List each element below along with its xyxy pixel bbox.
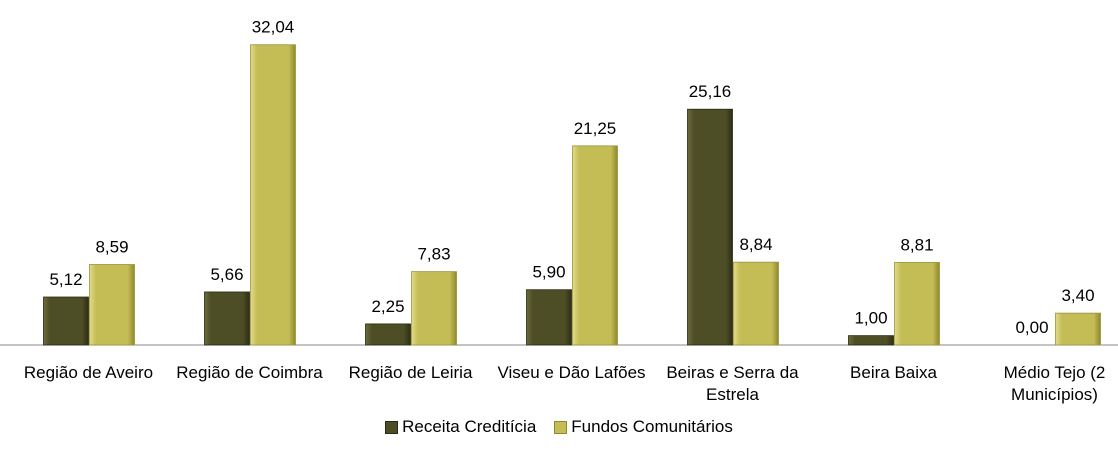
bar xyxy=(411,271,457,346)
bar xyxy=(733,261,779,346)
x-tick-label: Região de Leiria xyxy=(348,363,473,382)
x-tick-label: Região de Coimbra xyxy=(176,363,323,382)
bar xyxy=(572,145,618,346)
data-label: 0,00 xyxy=(1015,318,1048,337)
bar xyxy=(204,291,250,346)
bar xyxy=(365,323,411,346)
bar xyxy=(250,44,296,346)
data-label: 7,83 xyxy=(417,245,450,264)
data-label: 2,25 xyxy=(371,297,404,316)
legend-label: Fundos Comunitários xyxy=(571,417,733,436)
bar xyxy=(526,289,572,346)
data-label: 3,40 xyxy=(1061,286,1094,305)
x-tick-label: Beira Baixa xyxy=(850,363,937,382)
bar xyxy=(687,108,733,346)
legend-swatch xyxy=(554,420,568,434)
bar xyxy=(848,335,894,346)
data-label: 5,66 xyxy=(210,265,243,284)
data-label: 8,81 xyxy=(900,235,933,254)
data-label: 5,12 xyxy=(49,270,82,289)
legend: Receita Creditícia Fundos Comunitários xyxy=(0,417,1118,437)
data-label: 8,59 xyxy=(95,237,128,256)
legend-item: Receita Creditícia xyxy=(385,417,536,437)
data-label: 1,00 xyxy=(854,309,887,328)
bar xyxy=(894,262,940,346)
bar xyxy=(43,296,89,346)
data-label: 25,16 xyxy=(689,82,732,101)
x-tick-label: Região de Aveiro xyxy=(23,363,154,382)
data-label: 8,84 xyxy=(739,235,772,254)
data-label: 32,04 xyxy=(252,18,295,37)
x-tick-label: Médio Tejo (2 Municípios) xyxy=(1003,363,1106,404)
x-tick-label: Beiras e Serra da Estrela xyxy=(666,363,799,404)
bar xyxy=(1055,312,1101,346)
data-label: 5,90 xyxy=(532,263,565,282)
bar xyxy=(89,264,135,346)
data-label: 21,25 xyxy=(574,119,617,138)
legend-swatch xyxy=(385,420,399,434)
legend-label: Receita Creditícia xyxy=(402,417,537,436)
x-tick-label: Viseu e Dão Lafões xyxy=(497,363,646,382)
legend-item: Fundos Comunitários xyxy=(554,417,733,437)
